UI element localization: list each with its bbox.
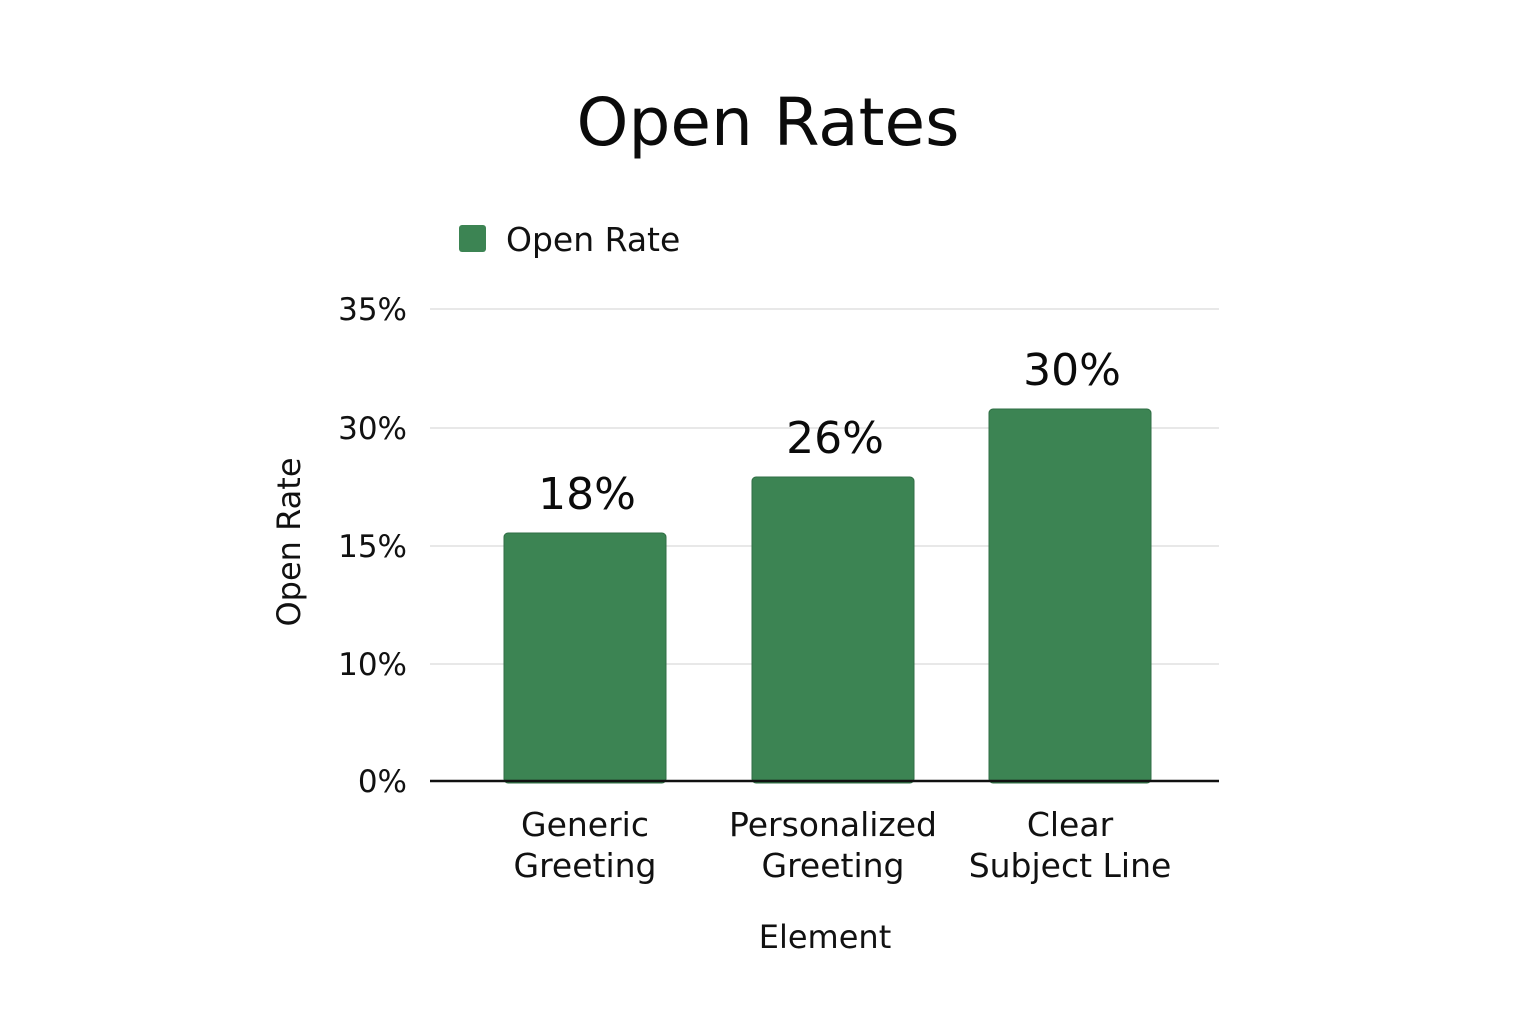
value-labels: 18% 26% 30%	[538, 345, 1121, 520]
legend: Open Rate	[459, 220, 680, 259]
y-tick-label: 0%	[358, 764, 407, 800]
legend-label: Open Rate	[506, 220, 680, 259]
y-tick-label: 10%	[338, 647, 407, 683]
y-axis-label: Open Rate	[270, 457, 308, 626]
legend-swatch	[459, 225, 486, 252]
chart-title: Open Rates	[577, 84, 960, 161]
bar	[751, 476, 915, 784]
x-axis-label: Element	[759, 918, 891, 956]
x-tick-label: Personalized Greeting	[729, 805, 937, 885]
y-tick-label: 35%	[338, 292, 407, 328]
x-tick-label: Clear Subject Line	[969, 805, 1172, 885]
x-axis-ticks: Generic Greeting Personalized Greeting Clear…	[514, 805, 1172, 885]
bar-value-label: 30%	[1023, 345, 1121, 396]
bar	[988, 408, 1152, 784]
y-tick-label: 15%	[338, 529, 407, 565]
y-axis-ticks: 0% 10% 15% 30% 35%	[338, 292, 407, 800]
bar-value-label: 18%	[538, 469, 636, 520]
bar	[503, 532, 667, 784]
y-tick-label: 30%	[338, 411, 407, 447]
bars	[503, 408, 1152, 784]
bar-value-label: 26%	[786, 413, 884, 464]
x-tick-label: Generic Greeting	[514, 805, 657, 885]
